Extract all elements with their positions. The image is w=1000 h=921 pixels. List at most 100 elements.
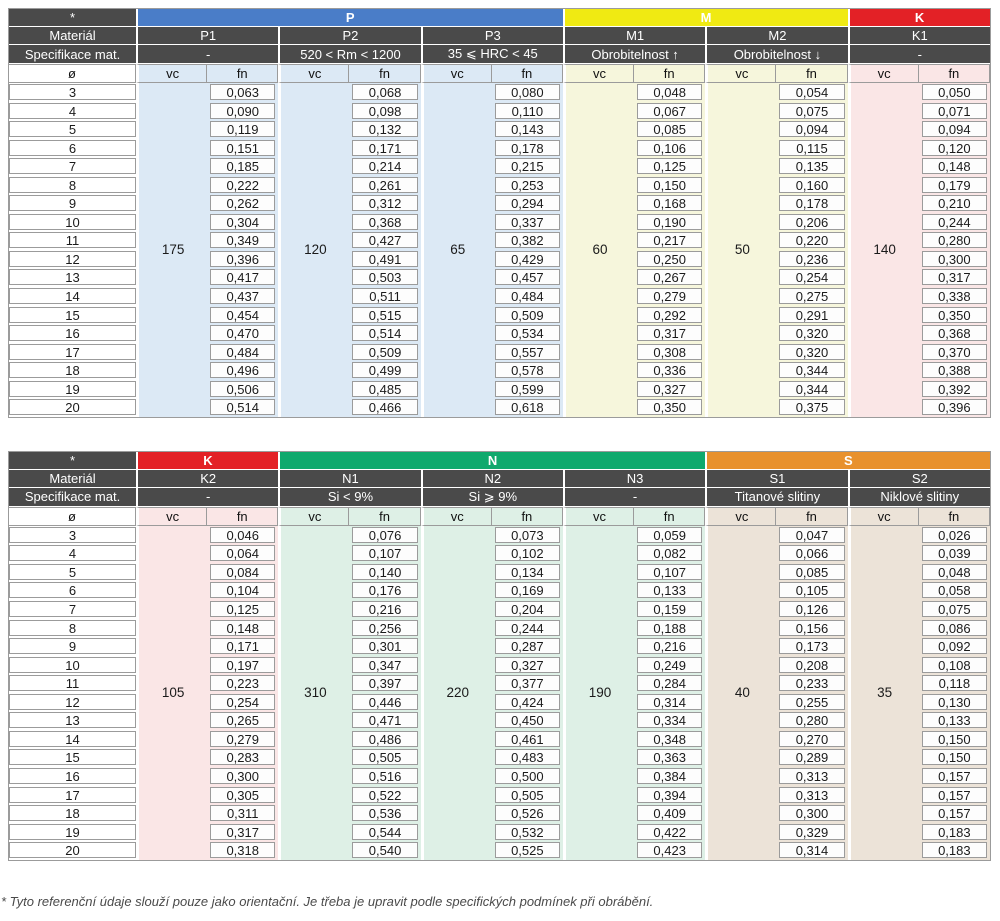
fn-cell-S1-d15: 0,289 — [776, 748, 848, 767]
fn-value-M2-d11: 0,220 — [779, 232, 845, 249]
fn-value-K2-d14: 0,279 — [210, 730, 276, 747]
fn-value-N2-d19: 0,532 — [494, 823, 560, 840]
fn-value-K2-d3: 0,046 — [210, 526, 276, 543]
fn-value-N2-d4: 0,102 — [494, 545, 560, 562]
fn-cell-M2-d5: 0,094 — [776, 120, 848, 139]
fn-cell-M2-d18: 0,344 — [776, 361, 848, 380]
fn-cell-K1-d10: 0,244 — [918, 212, 990, 232]
fn-value-N1-d17: 0,522 — [352, 786, 418, 803]
diameter-cell-3: 3 — [9, 83, 136, 102]
fn-value-M2-d9: 0,178 — [779, 195, 845, 212]
group-header-N: N — [278, 451, 706, 470]
fn-value-S1-d15: 0,289 — [779, 749, 845, 766]
fn-value-P2-d3: 0,068 — [352, 84, 418, 100]
fn-value-N1-d6: 0,176 — [352, 582, 418, 599]
fn-value-M1-d5: 0,085 — [637, 121, 703, 138]
fn-cell-N1-d13: 0,471 — [349, 711, 421, 730]
fn-cell-P1-d19: 0,506 — [207, 379, 279, 399]
fn-cell-P2-d19: 0,485 — [349, 379, 421, 399]
fn-value-S1-d3: 0,047 — [779, 526, 845, 543]
fn-cell-N2-d9: 0,287 — [491, 637, 563, 656]
fn-cell-N3-d11: 0,284 — [634, 674, 706, 693]
fn-cell-S2-d19: 0,183 — [918, 822, 990, 842]
material-S1: S1 — [705, 469, 848, 488]
diameter-value: 11 — [9, 232, 136, 249]
fn-value-M2-d6: 0,115 — [779, 139, 845, 156]
fn-value-S2-d9: 0,092 — [921, 638, 987, 655]
diameter-cell-8: 8 — [9, 175, 136, 195]
fn-value-K1-d4: 0,071 — [921, 102, 987, 119]
fn-cell-P1-d13: 0,417 — [207, 268, 279, 288]
fn-value-P3-d18: 0,578 — [494, 362, 560, 379]
fn-cell-K1-d13: 0,317 — [918, 268, 990, 288]
fn-cell-N1-d17: 0,522 — [349, 785, 421, 805]
diameter-value: 16 — [9, 325, 136, 342]
fn-cell-K1-d15: 0,350 — [918, 305, 990, 325]
fn-value-K2-d12: 0,254 — [210, 693, 276, 710]
fn-value-P1-d16: 0,470 — [210, 325, 276, 342]
cutting-table-1: * P M K Materiál P1 P2 P3 M1 M2 K1 Specifikace mat.… — [8, 8, 991, 418]
group-header-K: K — [136, 451, 279, 470]
fn-cell-N2-d19: 0,532 — [491, 822, 563, 842]
fn-value-N3-d12: 0,314 — [637, 693, 703, 710]
material-N2: N2 — [420, 469, 563, 488]
fn-value-M1-d4: 0,067 — [637, 102, 703, 119]
fn-cell-S1-d16: 0,313 — [776, 766, 848, 786]
fn-cell-P3-d14: 0,484 — [491, 287, 563, 306]
fn-value-K1-d10: 0,244 — [921, 213, 987, 230]
fn-value-K2-d4: 0,064 — [210, 545, 276, 562]
spec-row: Specifikace mat. -520 < Rm < 1200 35 ⩽ HRC… — [9, 45, 990, 64]
vc-value-S1: 40 — [705, 525, 777, 860]
units-row: ø vc fn vc fn vc fn vc fn vc fn vc fn — [9, 64, 990, 83]
fn-cell-N1-d19: 0,544 — [349, 822, 421, 842]
fn-cell-M1-d6: 0,106 — [634, 138, 706, 158]
fn-cell-N1-d3: 0,076 — [349, 525, 421, 545]
material-K2: K2 — [136, 469, 279, 488]
fn-cell-P3-d10: 0,337 — [491, 212, 563, 232]
diameter-value: 13 — [9, 712, 136, 729]
fn-cell-S2-d11: 0,118 — [918, 674, 990, 693]
diameter-value: 3 — [9, 526, 136, 543]
fn-cell-M2-d17: 0,320 — [776, 342, 848, 362]
fn-cell-K2-d13: 0,265 — [207, 711, 279, 730]
fn-cell-N2-d6: 0,169 — [491, 581, 563, 601]
fn-cell-K1-d17: 0,370 — [918, 342, 990, 362]
fn-cell-N1-d14: 0,486 — [349, 729, 421, 749]
diameter-value: 4 — [9, 102, 136, 119]
data-row-d12: 12 0,254 0,446 0,424 0,314 0,255 0,130 — [9, 692, 990, 712]
fn-value-S2-d10: 0,108 — [921, 656, 987, 673]
data-row-d9: 9 0,171 0,301 0,287 0,216 0,173 0,092 — [9, 637, 990, 656]
vc-label-P1: vc — [136, 64, 208, 83]
data-row-d6: 6 0,151 0,171 0,178 0,106 0,115 0,120 — [9, 138, 990, 158]
data-row-d15: 15 0,283 0,505 0,483 0,363 0,289 0,150 — [9, 748, 990, 767]
diameter-cell-4: 4 — [9, 544, 136, 563]
diameter-cell-19: 19 — [9, 379, 136, 399]
data-row-d9: 9 0,262 0,312 0,294 0,168 0,178 0,210 — [9, 194, 990, 213]
fn-value-S2-d3: 0,026 — [921, 526, 987, 543]
diameter-value: 10 — [9, 656, 136, 673]
fn-value-M1-d19: 0,327 — [637, 380, 703, 397]
spec-M2: Obrobitelnost ↓ — [705, 45, 848, 64]
fn-cell-P3-d19: 0,599 — [491, 379, 563, 399]
fn-value-M1-d6: 0,106 — [637, 139, 703, 156]
fn-cell-P3-d3: 0,080 — [491, 83, 563, 102]
fn-label-S2: fn — [918, 506, 990, 526]
fn-cell-S1-d20: 0,314 — [776, 841, 848, 860]
material-row: Materiál P1 P2 P3 M1 M2 K1 — [9, 27, 990, 45]
fn-cell-S2-d12: 0,130 — [918, 692, 990, 712]
fn-value-N2-d13: 0,450 — [494, 712, 560, 729]
fn-value-K2-d15: 0,283 — [210, 749, 276, 766]
fn-cell-S2-d7: 0,075 — [918, 600, 990, 619]
data-row-d14: 14 0,437 0,511 0,484 0,279 0,275 0,338 — [9, 287, 990, 306]
fn-cell-P3-d17: 0,557 — [491, 342, 563, 362]
diameter-cell-16: 16 — [9, 324, 136, 343]
fn-cell-N2-d13: 0,450 — [491, 711, 563, 730]
fn-value-M2-d10: 0,206 — [779, 213, 845, 230]
fn-value-K1-d20: 0,396 — [921, 399, 987, 416]
data-row-d5: 5 0,084 0,140 0,134 0,107 0,085 0,048 — [9, 562, 990, 582]
fn-cell-K1-d4: 0,071 — [918, 101, 990, 121]
fn-value-K2-d5: 0,084 — [210, 563, 276, 580]
fn-label-M2: fn — [776, 64, 848, 83]
fn-cell-K1-d7: 0,148 — [918, 157, 990, 176]
fn-value-K1-d3: 0,050 — [921, 84, 987, 100]
